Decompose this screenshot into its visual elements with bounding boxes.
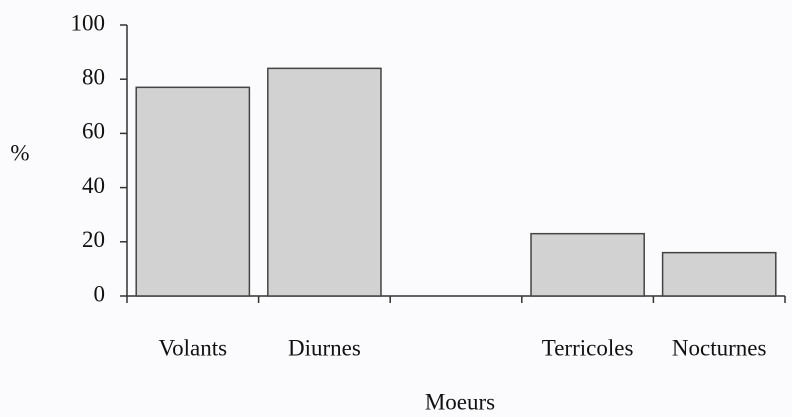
- bar: [530, 232, 645, 297]
- bar: [661, 251, 777, 297]
- bar: [267, 67, 382, 297]
- y-tick-label: 60: [82, 119, 105, 144]
- x-tick-label: Diurnes: [288, 335, 361, 360]
- y-tick-label: 80: [82, 64, 105, 89]
- x-tick-label: Nocturnes: [672, 335, 767, 360]
- bar: [135, 86, 251, 297]
- x-axis-label: Moeurs: [425, 389, 495, 414]
- x-tick-label: Volants: [159, 335, 228, 360]
- y-tick-label: 40: [82, 173, 105, 198]
- y-axis-label: %: [10, 140, 29, 165]
- x-tick-label: Terricoles: [542, 335, 634, 360]
- y-tick-label: 100: [71, 10, 106, 35]
- y-tick-label: 20: [82, 227, 105, 252]
- y-tick-label: 0: [94, 281, 106, 306]
